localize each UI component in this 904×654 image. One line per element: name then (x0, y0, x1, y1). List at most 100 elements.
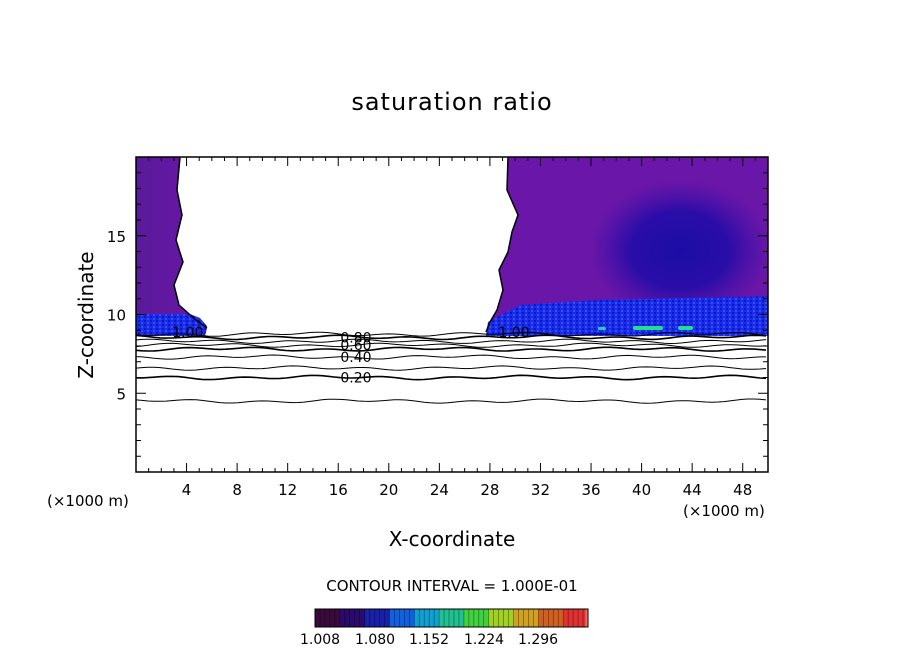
contour-label: 0.40 (340, 350, 371, 366)
colorbar-cell (414, 609, 418, 627)
contour-line-1.00 (173, 157, 208, 329)
colorbar-cell (416, 609, 420, 627)
colorbar-cell (560, 609, 564, 627)
x-tick-label: 44 (683, 481, 702, 499)
colorbar-cell (436, 609, 440, 627)
colorbar-cell (329, 609, 333, 627)
x-tick-label: 24 (430, 481, 449, 499)
supersaturated-layer-left (136, 314, 207, 336)
colorbar-cell (431, 609, 435, 627)
colorbar-cell (384, 609, 388, 627)
colorbar-cell (426, 609, 430, 627)
colorbar-cell (575, 609, 579, 627)
supersaturated-layer-right (486, 296, 768, 336)
colorbar-cell (434, 609, 437, 627)
colorbar-cell (483, 609, 487, 627)
colorbar-cell (525, 609, 529, 627)
contour-line (136, 346, 767, 352)
contour-line (136, 365, 767, 371)
x-tick-label: 16 (329, 481, 348, 499)
colorbar-cell (324, 609, 328, 627)
contour-line (136, 354, 766, 360)
y-tick-label: 15 (107, 228, 126, 246)
colorbar-cell (401, 609, 405, 627)
colorbar-cell (389, 609, 393, 627)
colorbar-cell (550, 609, 554, 627)
colorbar-cell (456, 609, 460, 627)
colorbar-cell (439, 609, 442, 627)
x-tick-label: 4 (182, 481, 192, 499)
colorbar-cell (553, 609, 557, 627)
colorbar-cell (391, 609, 395, 627)
contour-line (136, 334, 767, 341)
colorbar-cell (583, 609, 586, 627)
chart-title: saturation ratio (351, 88, 553, 116)
colorbar-cell (473, 609, 477, 627)
colorbar-cell (379, 609, 383, 627)
colorbar-cell (354, 609, 358, 627)
colorbar-cell (424, 609, 427, 627)
colorbar-cell (568, 609, 571, 627)
colorbar-cell (364, 609, 368, 627)
colorbar-cell (453, 609, 457, 627)
colorbar-cell (332, 609, 336, 627)
colorbar-cell (496, 609, 499, 627)
colorbar-tick-label: 1.296 (518, 632, 559, 648)
colorbar-cell (372, 609, 375, 627)
colorbar-cell (319, 609, 323, 627)
colorbar-cell (543, 609, 547, 627)
colorbar-cell (327, 609, 331, 627)
colorbar-cell (520, 609, 524, 627)
colorbar-cell (344, 609, 348, 627)
colorbar-cell (476, 609, 480, 627)
colorbar-tick-label: 1.008 (300, 632, 341, 648)
colorbar-cell (573, 609, 576, 627)
colorbar-cell (498, 609, 502, 627)
colorbar-cell (535, 609, 539, 627)
colorbar-cell (444, 609, 447, 627)
contour-label: 0.80 (340, 330, 371, 346)
colorbar-cell (548, 609, 552, 627)
saturated-region-left (136, 157, 207, 336)
colorbar-cell (339, 609, 343, 627)
y-tick-label: 5 (116, 385, 126, 403)
colorbar-cell (466, 609, 470, 627)
colorbar-cell (352, 609, 356, 627)
colorbar-cell (342, 609, 346, 627)
colorbar-cell (359, 609, 363, 627)
colorbar-cell (386, 609, 390, 627)
colorbar-cell (558, 609, 561, 627)
x-tick-label: 32 (531, 481, 550, 499)
colorbar-cell (406, 609, 410, 627)
colorbar-cell (411, 609, 415, 627)
colorbar-cell (501, 609, 504, 627)
contour-line-1.00 (485, 157, 519, 333)
contour-line (136, 338, 767, 345)
colorbar-cell (461, 609, 465, 627)
contour-label: 1.00 (498, 325, 529, 341)
colorbar-cell (506, 609, 509, 627)
colorbar-cell (349, 609, 353, 627)
colorbar-cell (446, 609, 450, 627)
colorbar-cell (511, 609, 514, 627)
x-tick-label: 40 (632, 481, 651, 499)
colorbar-cell (471, 609, 475, 627)
colorbar-cell (396, 609, 400, 627)
colorbar-tick-label: 1.152 (409, 632, 450, 648)
contour-interval-label: CONTOUR INTERVAL = 1.000E-01 (326, 577, 578, 595)
colorbar-cell (367, 609, 370, 627)
colorbar-cell (580, 609, 584, 627)
colorbar-cell (545, 609, 549, 627)
contour-label-layer: 1.00 1.00 0.800.600.40 0.20 (172, 325, 529, 387)
colorbar-cell (382, 609, 385, 627)
colorbar-cell (486, 609, 490, 627)
colorbar-cell (337, 609, 341, 627)
colorbar-cell (317, 609, 321, 627)
colorbar-cell (449, 609, 452, 627)
colorbar-cell (362, 609, 365, 627)
colorbar-cell (578, 609, 581, 627)
colorbar-cell (458, 609, 462, 627)
colorbar-cell (570, 609, 574, 627)
